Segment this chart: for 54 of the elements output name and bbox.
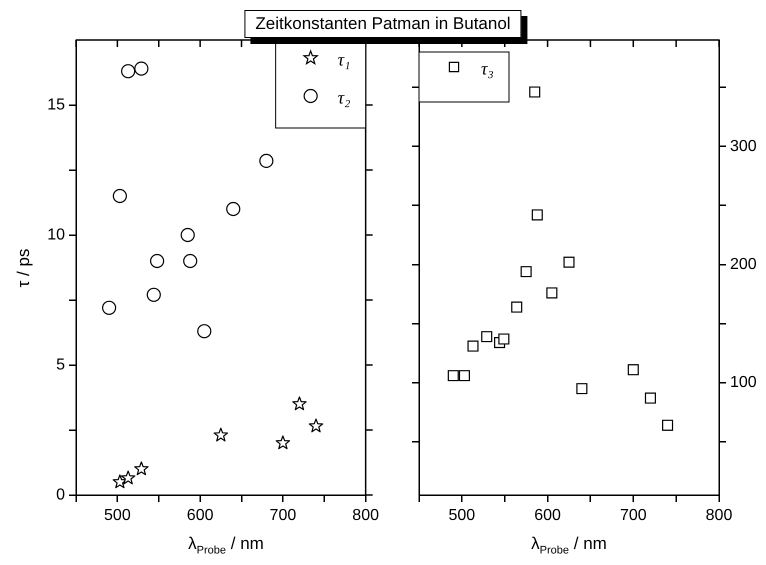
point — [102, 300, 116, 315]
point — [662, 420, 674, 431]
x-tick-label: 600 — [186, 507, 214, 524]
y-tick-label: 0 — [56, 486, 66, 504]
x-tick-label: 800 — [352, 507, 380, 524]
point — [520, 266, 532, 278]
legend-label: τ₁ — [338, 50, 350, 70]
point — [134, 461, 149, 476]
point — [529, 86, 540, 98]
point — [563, 256, 575, 268]
point — [134, 62, 148, 76]
point — [180, 228, 195, 242]
x-tick-label: 500 — [104, 507, 131, 524]
point — [183, 254, 198, 268]
x-axis-title: λ$_{Probe}$ / nm — [531, 534, 607, 556]
point — [259, 154, 274, 168]
legend-label: τ₂ — [338, 88, 350, 108]
point — [628, 364, 639, 376]
x-tick-label: 800 — [706, 507, 732, 524]
y-tick-label: 15 — [47, 96, 66, 114]
point — [644, 392, 656, 404]
y-axis-title: τ / ps — [14, 248, 34, 288]
y2-tick-label: 300 — [730, 138, 757, 155]
point — [276, 435, 290, 450]
x-tick-label: 700 — [620, 507, 647, 524]
point — [197, 324, 212, 338]
point — [467, 340, 479, 352]
point — [112, 188, 127, 204]
legend-label: τ₃ — [481, 58, 494, 79]
point — [146, 288, 161, 302]
point — [292, 396, 307, 410]
point — [214, 428, 228, 442]
point — [546, 287, 558, 298]
y-tick-label: 5 — [56, 356, 66, 374]
point — [120, 470, 136, 484]
point — [481, 331, 492, 342]
x-tick-label: 600 — [534, 507, 562, 524]
point — [448, 370, 459, 382]
y2-tick-label: 200 — [730, 256, 757, 273]
point — [121, 64, 136, 78]
y2-tick-label: 100 — [730, 374, 757, 392]
chart-title: Zeitkonstanten Patman in Butanol — [244, 10, 522, 38]
point — [576, 383, 588, 394]
point — [511, 302, 522, 313]
y-tick-label: 10 — [47, 226, 66, 244]
x-tick-label: 500 — [448, 507, 476, 524]
point — [532, 209, 543, 220]
point — [458, 370, 470, 382]
point — [150, 254, 164, 268]
x-axis-title: λ$_{Probe}$ / nm — [188, 534, 264, 556]
x-tick-label: 700 — [270, 507, 296, 524]
point — [226, 202, 240, 216]
point — [498, 333, 510, 345]
point — [308, 418, 324, 432]
